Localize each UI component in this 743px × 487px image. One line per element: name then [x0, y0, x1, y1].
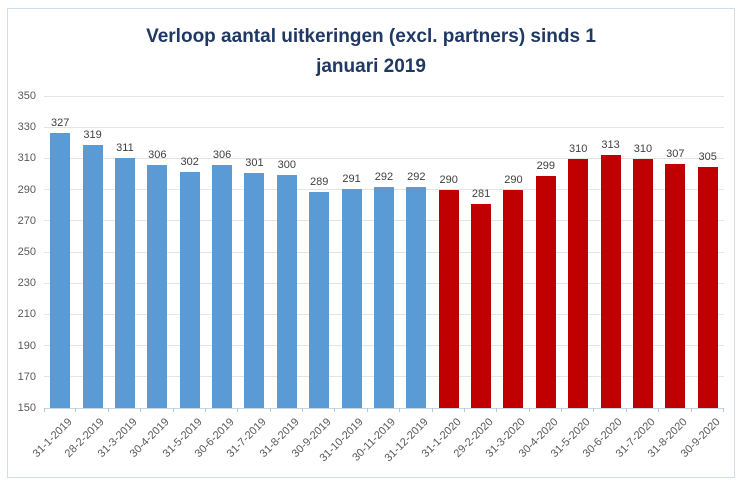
bar — [373, 187, 394, 408]
bar-value-label: 319 — [83, 129, 102, 142]
bar — [114, 157, 135, 408]
y-tick-label: 350 — [17, 90, 36, 102]
y-tick-label: 150 — [17, 402, 36, 414]
bar — [212, 165, 233, 408]
bar-column: 301 31-7-2019 — [225, 97, 272, 460]
bar-column: 292 31-12-2019 — [383, 97, 433, 464]
bar-value-label: 289 — [310, 175, 329, 188]
bar-value-label: 290 — [439, 174, 458, 187]
bar-value-label: 290 — [504, 174, 523, 187]
bar-value-label: 313 — [601, 138, 620, 151]
bar-value-label: 292 — [407, 171, 426, 184]
bar-value-label: 311 — [116, 141, 134, 154]
y-tick-label: 210 — [17, 308, 36, 321]
bar-column: 306 30-4-2019 — [128, 97, 174, 460]
bar — [276, 174, 297, 408]
bar — [471, 204, 492, 408]
bar — [503, 190, 524, 408]
bar-value-label: 307 — [666, 147, 685, 160]
bar-value-label: 305 — [698, 150, 717, 163]
bar-column: 327 31-1-2019 — [31, 97, 77, 460]
chart-title: Verloop aantal uitkeringen (excl. partne… — [8, 22, 734, 82]
y-tick-label: 270 — [17, 214, 36, 227]
bar — [341, 188, 362, 408]
bar-column: 281 29-2-2020 — [452, 97, 498, 460]
bar-value-label: 327 — [51, 116, 70, 129]
y-tick-label: 250 — [17, 246, 36, 258]
bar — [147, 165, 168, 408]
bar — [309, 191, 330, 408]
gridline — [44, 158, 724, 160]
bar-column: 310 31-7-2020 — [613, 97, 660, 460]
bar-column: 310 31-5-2020 — [549, 97, 595, 460]
bar-column: 291 31-10-2019 — [318, 97, 369, 464]
bar-value-label: 301 — [245, 157, 264, 170]
bar — [50, 132, 71, 408]
bar-column: 311 31-3-2019 — [95, 97, 142, 460]
gridline — [44, 96, 724, 97]
y-tick-label: 230 — [17, 277, 36, 290]
bar-value-label: 281 — [471, 188, 491, 201]
bar-value-label: 310 — [633, 143, 653, 156]
bar-column: 299 30-4-2020 — [516, 97, 563, 460]
bar — [600, 154, 621, 408]
bar — [438, 190, 459, 408]
y-tick-label: 290 — [17, 183, 36, 196]
bar-value-label: 292 — [374, 171, 394, 184]
bar-column: 305 30-9-2020 — [678, 97, 725, 460]
chart-title-line-2: januari 2019 — [316, 56, 426, 77]
bar-column: 292 30-11-2019 — [351, 97, 401, 464]
bar-column: 313 30-6-2020 — [581, 97, 628, 460]
bar — [406, 187, 427, 408]
bar-column: 306 30-6-2019 — [193, 97, 239, 460]
bar-value-label: 299 — [536, 160, 555, 173]
bar-value-label: 300 — [277, 158, 296, 171]
bar-columns: 327 31-1-2019 319 28-2-2019 311 31-3-2019 306 3… — [31, 97, 725, 464]
bar-column: 290 31-1-2020 — [419, 97, 466, 460]
bar — [244, 173, 265, 408]
bar — [535, 176, 556, 408]
y-tick-label: 310 — [17, 152, 36, 165]
y-tick-label: 330 — [17, 121, 36, 134]
bar-value-label: 306 — [212, 149, 232, 162]
bar-value-label: 302 — [180, 155, 199, 168]
y-tick-label: 190 — [17, 339, 36, 352]
chart-title-line-1: Verloop aantal uitkeringen (excl. partne… — [146, 26, 596, 47]
bar — [697, 166, 718, 408]
bar-chart: Verloop aantal uitkeringen (excl. partne… — [7, 8, 735, 478]
bar-value-label: 306 — [148, 149, 167, 162]
bar-column: 300 31-8-2019 — [257, 97, 304, 460]
bar-column: 307 31-8-2020 — [646, 97, 692, 460]
bar-column: 302 31-5-2019 — [160, 97, 207, 460]
bar — [82, 145, 103, 408]
bar-value-label: 291 — [342, 172, 361, 185]
bar-value-label: 310 — [569, 143, 588, 156]
gridline — [44, 127, 724, 129]
bar — [179, 171, 200, 408]
plot-area: 327 31-1-2019 319 28-2-2019 311 31-3-2019 306 3… — [31, 96, 725, 464]
bar-column: 290 31-3-2020 — [484, 97, 531, 460]
y-axis: 150 170 190 210 230 250 270 290 310 330 350 — [8, 90, 36, 414]
y-tick-label: 170 — [17, 370, 36, 383]
bar — [632, 159, 653, 408]
bar — [665, 163, 686, 408]
bar-column: 289 30-9-2019 — [290, 97, 336, 460]
bar — [568, 159, 589, 408]
bar-column: 319 28-2-2019 — [63, 97, 110, 460]
